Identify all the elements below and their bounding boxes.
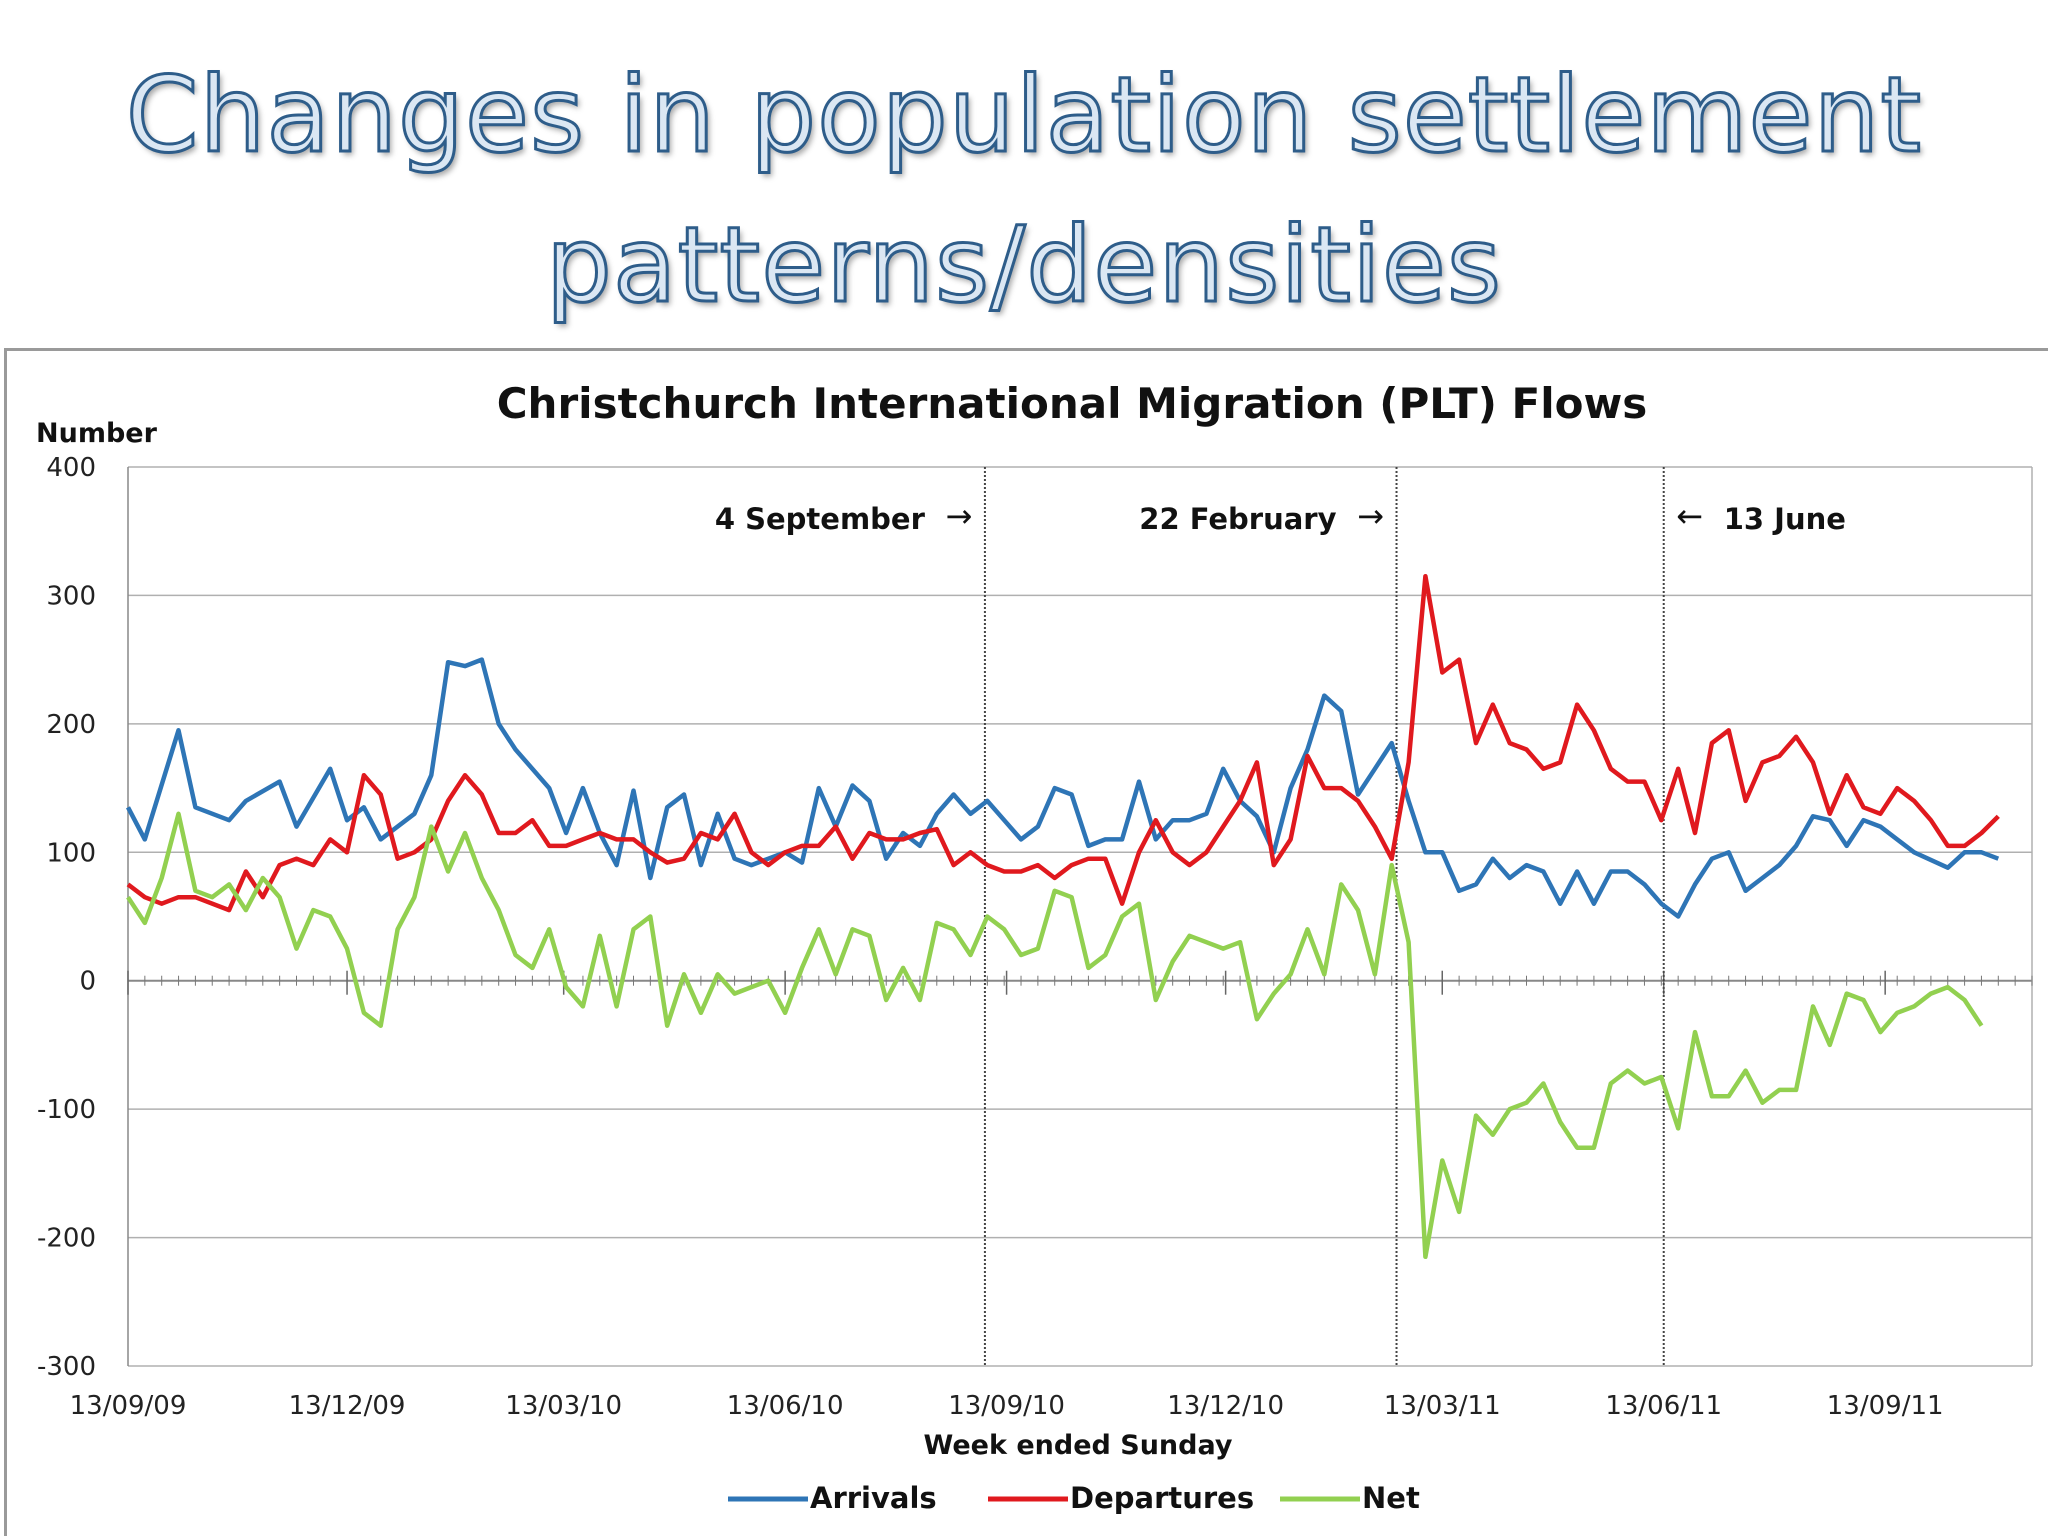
x-tick-label: 13/03/10 [505,1391,622,1421]
y-tick-label: -100 [37,1095,96,1125]
series-line-net [126,811,1984,1260]
slide-title-line-1: Changes in population settlement [124,53,1923,178]
chart-title: Christchurch International Migration (PL… [497,379,1648,428]
event-label: 4 September [715,502,926,536]
chart-frame [4,348,2048,1536]
event-arrow: → [1357,497,1384,535]
y-tick-label: 100 [46,838,96,868]
event-label: 13 June [1724,502,1846,536]
slide-title-line-2: patterns/densities [544,203,1503,328]
x-tick-label: 13/03/11 [1384,1391,1501,1421]
series-lines [126,573,2000,1260]
event-arrow: ← [1676,497,1703,535]
legend: Arrivals Departures Net [728,1481,1420,1515]
x-tick-label: 13/12/09 [289,1391,406,1421]
y-tick-label: 200 [46,710,96,740]
y-tick-label: 0 [79,967,96,997]
slide-title: Changes in population settlement pattern… [0,40,2048,340]
x-tick-label: 13/09/11 [1827,1391,1944,1421]
axes: 400 300 200 100 0 -100 -200 -300 13/09/09 13/12/0… [37,453,2033,1421]
x-tick-label: 13/09/09 [70,1391,187,1421]
x-tick-label: 13/09/10 [948,1391,1065,1421]
series-line-departures [126,573,2000,913]
legend-label: Departures [1070,1481,1254,1515]
event-markers: 4 September → 22 February → 13 June ← [715,467,1846,1366]
legend-label: Net [1362,1481,1420,1515]
gridlines [128,466,2032,1367]
x-tick-label: 13/06/11 [1605,1391,1722,1421]
legend-label: Arrivals [810,1481,937,1515]
y-tick-label: 400 [46,453,96,483]
y-tick-label: 300 [46,581,96,611]
x-axis-label: Week ended Sunday [924,1430,1233,1461]
event-arrow: → [946,497,973,535]
event-label: 22 February [1139,502,1336,536]
series-line-arrivals [126,657,2000,919]
x-tick-label: 13/12/10 [1167,1391,1284,1421]
y-axis-label: Number [36,418,158,449]
x-tick-label: 13/06/10 [727,1391,844,1421]
y-tick-label: -200 [37,1224,96,1254]
y-tick-label: -300 [37,1352,96,1382]
